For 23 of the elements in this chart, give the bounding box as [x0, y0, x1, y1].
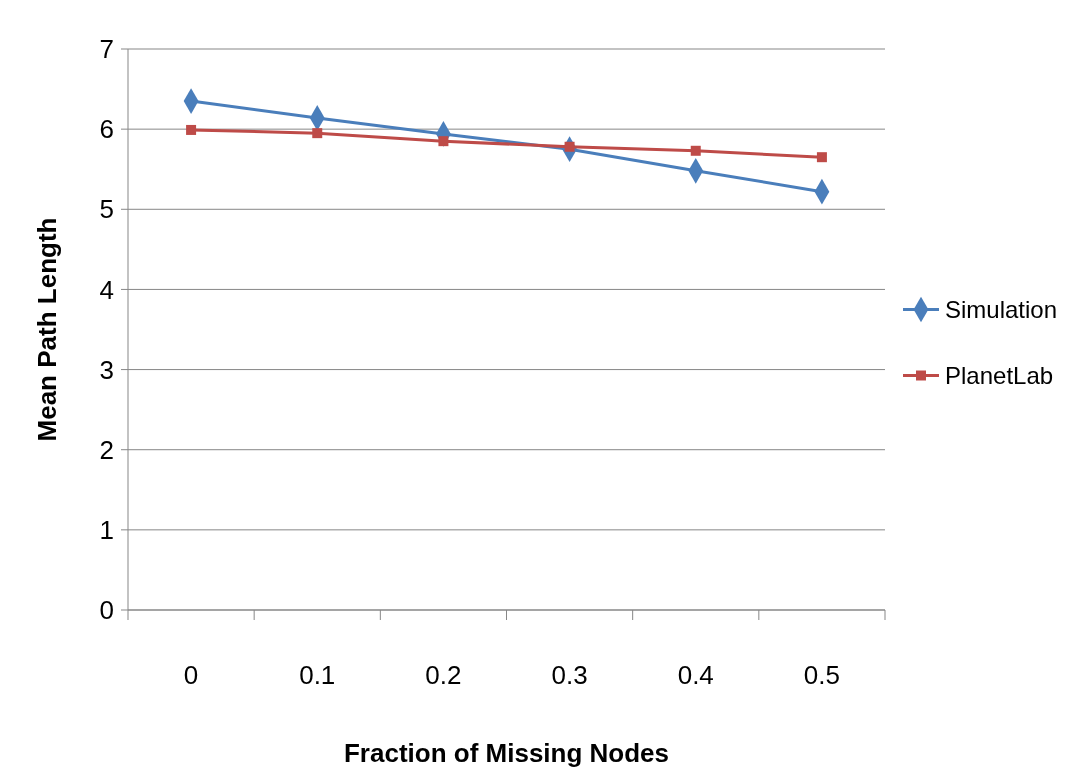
x-tick-label: 0.2 — [425, 660, 462, 690]
point — [438, 136, 449, 147]
x-tick-label: 0.4 — [677, 660, 714, 690]
y-tick-label: 6 — [99, 114, 114, 145]
point — [816, 152, 827, 163]
x-tick-label: 0.5 — [803, 660, 840, 690]
legend-label: Simulation — [945, 295, 1058, 323]
y-axis-title: Mean Path Length — [32, 217, 62, 442]
x-tick-label: 0 — [183, 660, 199, 690]
x-axis-title: Fraction of Missing Nodes — [343, 738, 670, 768]
point — [690, 145, 701, 156]
y-tick-label: 1 — [99, 514, 114, 545]
point — [186, 124, 197, 135]
y-tick-label: 4 — [99, 274, 114, 305]
y-tick-label: 3 — [99, 354, 114, 385]
x-tick-label: 0.3 — [551, 660, 588, 690]
x-tick-label: 0.1 — [299, 660, 336, 690]
y-tick-label: 2 — [99, 434, 114, 465]
y-tick-label: 0 — [99, 595, 114, 626]
point — [312, 128, 323, 139]
y-tick-label: 5 — [99, 194, 114, 225]
y-tick-label: 7 — [99, 34, 114, 65]
legend-label: PlanetLab — [945, 361, 1054, 389]
